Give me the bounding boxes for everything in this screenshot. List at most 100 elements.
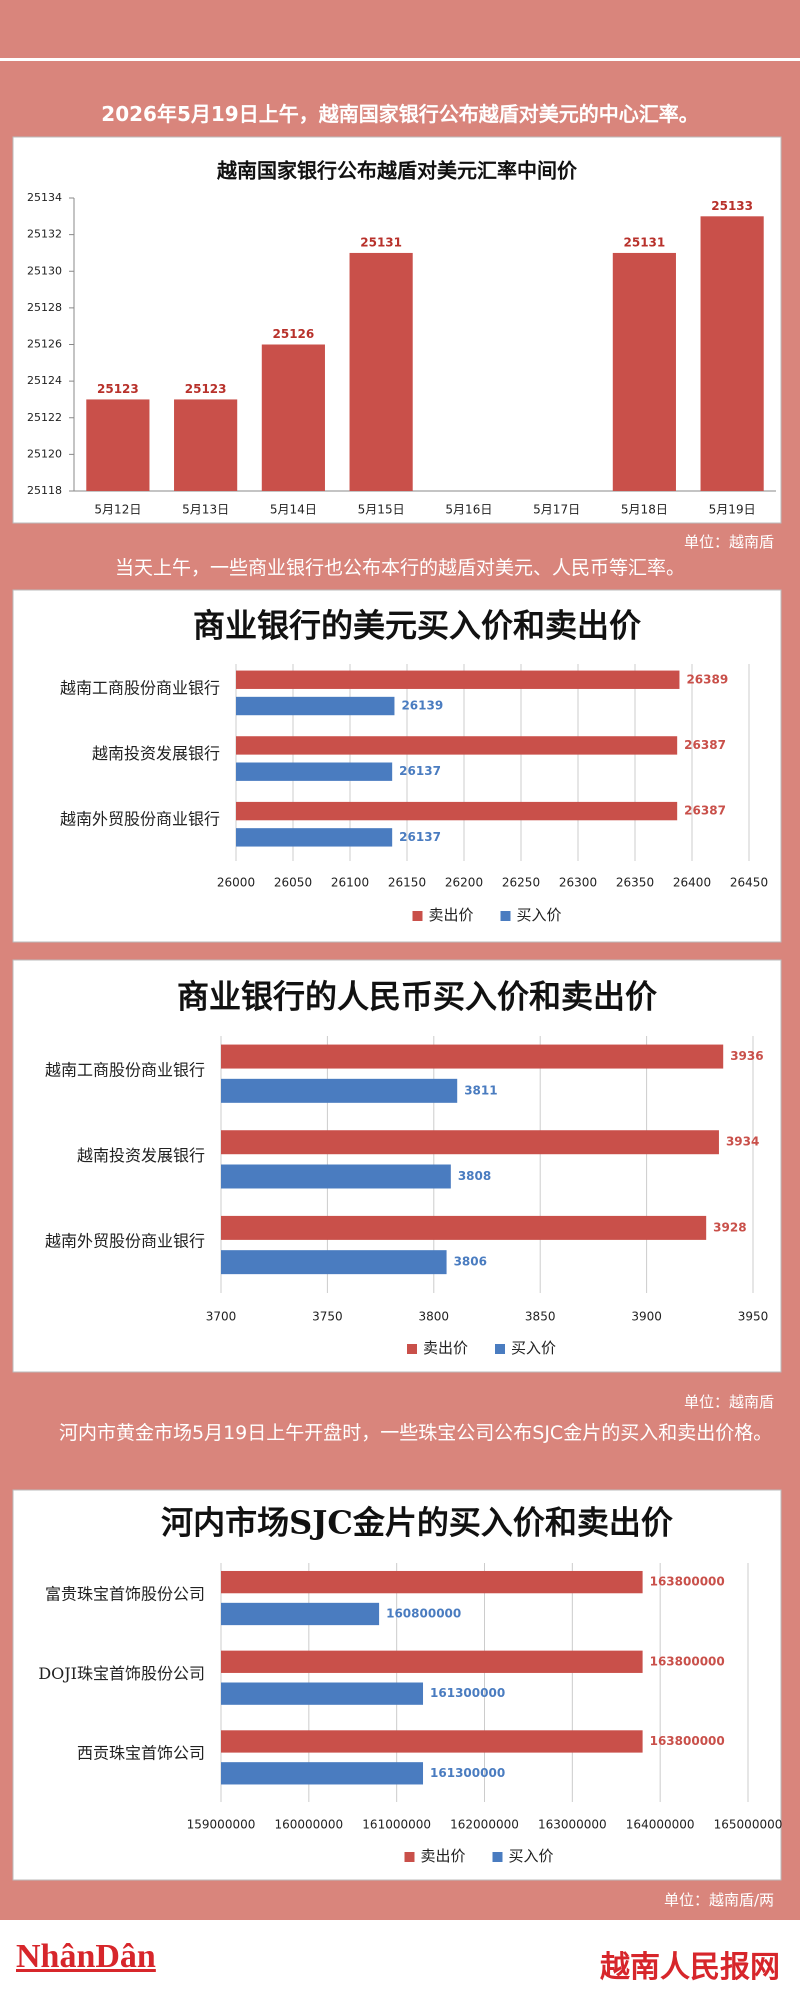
chart-title: 越南国家银行公布越盾对美元汇率中间价 [216,159,578,183]
y-tick-label: 25122 [27,411,62,424]
bar [700,216,764,491]
bar [221,1650,643,1673]
y-tick-label: 25120 [27,447,62,460]
x-tick-label: 26400 [673,876,711,890]
site-name: 越南人民报网 [600,1950,780,1985]
legend-swatch [407,1344,417,1354]
chart-title: 商业银行的人民币买入价和卖出价 [177,978,657,1016]
logo: NhânDân [16,1938,156,1975]
data-label: 25131 [624,235,666,249]
x-tick-label: 3850 [525,1310,556,1324]
data-label: 163800000 [650,1734,725,1748]
x-tick-label: 26350 [616,876,654,890]
legend-label: 卖出价 [423,1339,468,1357]
y-tick-label: 25126 [27,338,62,351]
bar [612,252,676,491]
y-tick-label: 越南工商股份商业银行 [45,1060,205,1079]
x-tick-label: 26250 [502,876,540,890]
data-label: 3936 [730,1049,763,1063]
x-tick-label: 26300 [559,876,597,890]
data-label: 26137 [399,764,441,778]
data-label: 26387 [684,804,726,818]
x-tick-label: 26100 [331,876,369,890]
bar [349,252,413,491]
bar [236,762,393,781]
data-label: 26139 [401,699,443,713]
y-tick-label: 富贵珠宝首饰股份公司 [45,1584,205,1603]
x-tick-label: 26150 [388,876,426,890]
x-tick-label: 161000000 [362,1818,431,1832]
y-tick-label: 25134 [27,191,62,204]
bar [261,344,325,491]
bar [236,670,680,689]
y-tick-label: 25128 [27,301,62,314]
data-label: 25126 [273,327,315,341]
bar [236,828,393,847]
legend-swatch [404,1852,415,1862]
legend-label: 买入价 [517,906,562,924]
bar [221,1215,707,1240]
data-label: 161300000 [430,1766,505,1780]
y-tick-label: 25124 [27,374,62,387]
x-tick-label: 3700 [206,1310,237,1324]
data-label: 26387 [684,738,726,752]
x-tick-label: 5月17日 [533,503,580,517]
chart-panel [12,589,782,943]
y-tick-label: 越南投资发展银行 [77,1146,205,1165]
bar [236,801,678,821]
data-label: 25131 [360,235,402,249]
bar [236,696,395,716]
data-label: 163800000 [650,1654,725,1668]
data-label: 25133 [711,199,753,213]
y-tick-label: 西贡珠宝首饰公司 [77,1744,205,1763]
bar [221,1570,643,1594]
legend-label: 卖出价 [429,906,474,924]
y-tick-label: DOJI珠宝首饰股份公司 [38,1664,205,1683]
data-label: 160800000 [386,1606,461,1620]
data-label: 25123 [97,382,139,396]
y-tick-label: 越南工商股份商业银行 [60,678,220,697]
x-tick-label: 5月19日 [709,503,756,517]
bar [221,1762,424,1785]
divider [0,58,800,61]
unit-note: 单位：越南盾/两 [663,1891,774,1909]
bar [221,1250,447,1275]
intro-text: 河内市黄金市场5月19日上午开盘时，一些珠宝公司公布SJC金片的买入和卖出价格。 [59,1422,773,1444]
data-label: 3934 [726,1135,759,1149]
bar [236,736,678,755]
y-tick-label: 25132 [27,228,62,241]
legend-swatch [492,1852,503,1862]
x-tick-label: 5月13日 [182,503,229,517]
chart-title: 商业银行的美元买入价和卖出价 [193,607,641,645]
x-tick-label: 5月16日 [445,503,492,517]
data-label: 3811 [464,1083,497,1097]
y-tick-label: 越南外贸股份商业银行 [60,810,220,829]
y-tick-label: 越南投资发展银行 [92,744,220,763]
x-tick-label: 26000 [217,876,255,890]
x-tick-label: 5月15日 [358,503,405,517]
bar [221,1164,451,1189]
bar [86,399,150,491]
y-tick-label: 25130 [27,264,62,277]
data-label: 3808 [458,1169,491,1183]
bar [221,1602,380,1626]
legend-label: 卖出价 [421,1847,466,1865]
intro-text: 当天上午，一些商业银行也公布本行的越盾对美元、人民币等汇率。 [114,557,685,579]
legend-swatch [500,911,511,921]
bar [221,1130,719,1155]
x-tick-label: 165000000 [714,1818,783,1832]
x-tick-label: 162000000 [450,1818,519,1832]
legend-swatch [495,1344,505,1354]
data-label: 161300000 [430,1686,505,1700]
y-tick-label: 25118 [27,484,62,497]
data-label: 3806 [454,1255,487,1269]
y-tick-label: 越南外贸股份商业银行 [45,1232,205,1251]
bar [221,1078,458,1103]
x-tick-label: 3750 [312,1310,343,1324]
bar [174,399,238,491]
x-tick-label: 163000000 [538,1818,607,1832]
bar [221,1044,724,1069]
x-tick-label: 3950 [738,1310,769,1324]
legend-label: 买入价 [511,1339,556,1357]
